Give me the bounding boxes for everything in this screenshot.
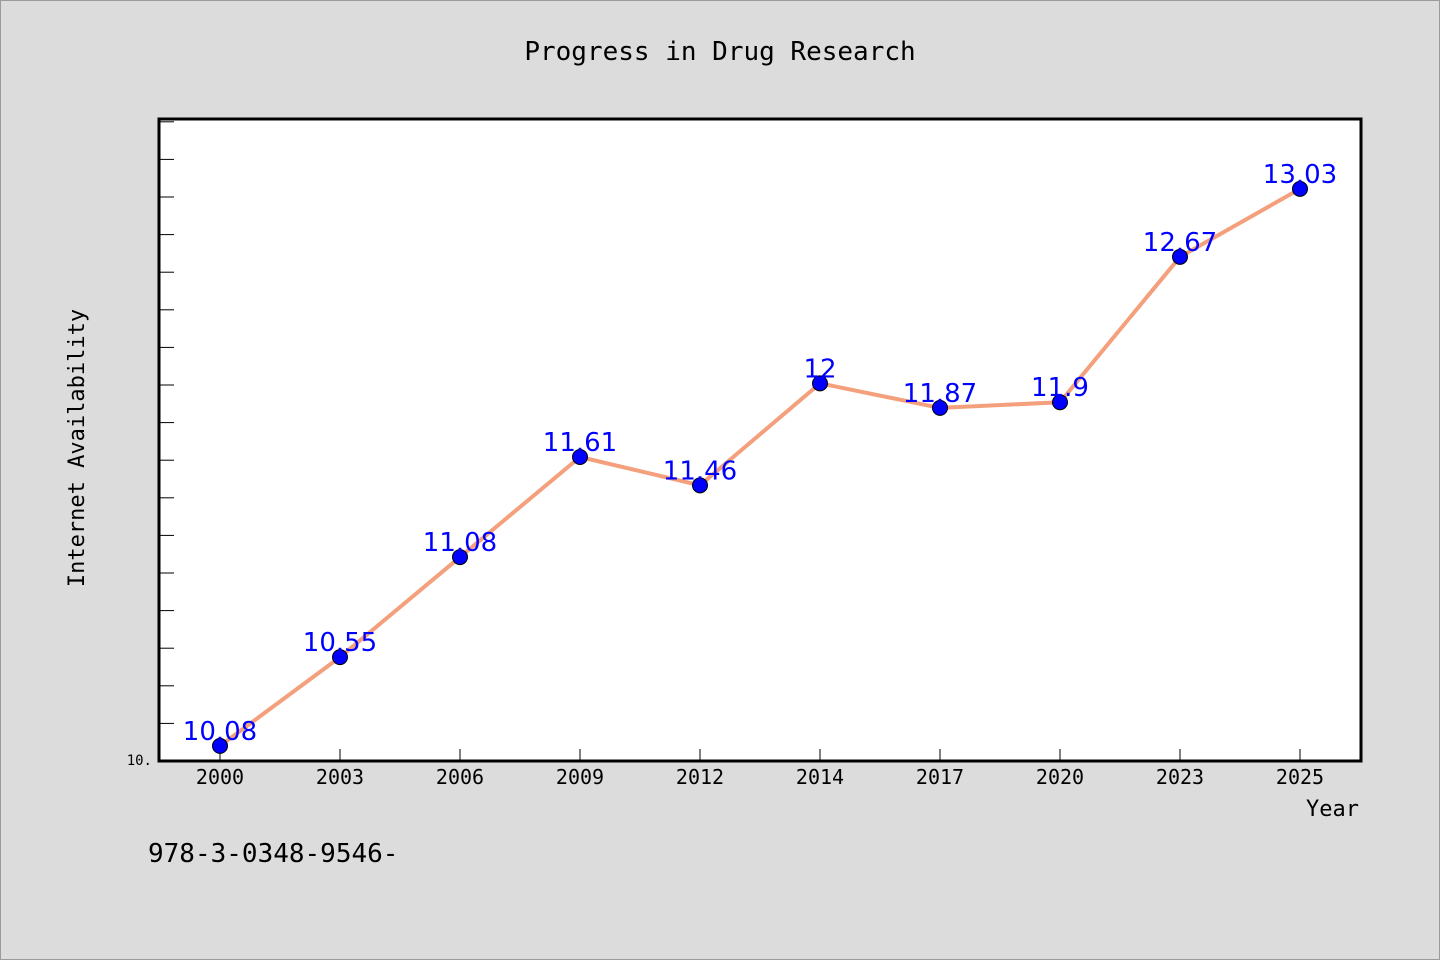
x-tick-label: 2006 (436, 765, 484, 789)
x-tick-label: 2023 (1156, 765, 1204, 789)
data-point (452, 549, 468, 566)
plot-area (157, 117, 1363, 763)
x-tick-label: 2009 (556, 765, 604, 789)
data-label: 10.08 (183, 717, 257, 747)
series-line (218, 186, 1302, 748)
data-point (1052, 394, 1068, 411)
x-tick-label: 2020 (1036, 765, 1084, 789)
data-label: 12.67 (1143, 228, 1217, 258)
data-point (212, 737, 228, 754)
data-label: 11.87 (903, 379, 977, 409)
data-point (1292, 180, 1308, 197)
x-tick-label: 2000 (196, 765, 244, 789)
x-tick-label: 2003 (316, 765, 364, 789)
data-point (692, 477, 708, 494)
data-point (812, 375, 828, 392)
data-label: 11.08 (423, 528, 497, 558)
y-tick-label: 10. (127, 753, 152, 769)
chart-title: Progress in Drug Research (524, 37, 915, 67)
data-point (572, 448, 588, 465)
x-axis-title: Year (1306, 797, 1359, 822)
footnote: 978-3-0348-9546- (148, 839, 398, 869)
data-label: 12 (803, 354, 836, 384)
x-tick-label: 2014 (796, 765, 844, 789)
data-labels: 10.08 10.55 11.08 11.61 11.46 12 11.87 11.9 12.6… (183, 160, 1337, 747)
x-tick-label: 2012 (676, 765, 724, 789)
data-label: 10.55 (303, 628, 377, 658)
series-line-group (218, 186, 1302, 748)
data-point (332, 649, 348, 666)
data-point (932, 399, 948, 416)
data-label: 11.9 (1031, 373, 1089, 403)
data-label: 11.61 (543, 428, 617, 458)
x-tick-label: 2025 (1276, 765, 1324, 789)
x-tick-label: 2017 (916, 765, 964, 789)
y-axis-title: Internet Availability (65, 309, 90, 587)
data-label: 13.03 (1263, 160, 1337, 190)
data-label: 11.46 (663, 456, 737, 486)
data-points (212, 180, 1308, 754)
data-point (1172, 248, 1188, 265)
y-axis-ticks (159, 121, 174, 724)
